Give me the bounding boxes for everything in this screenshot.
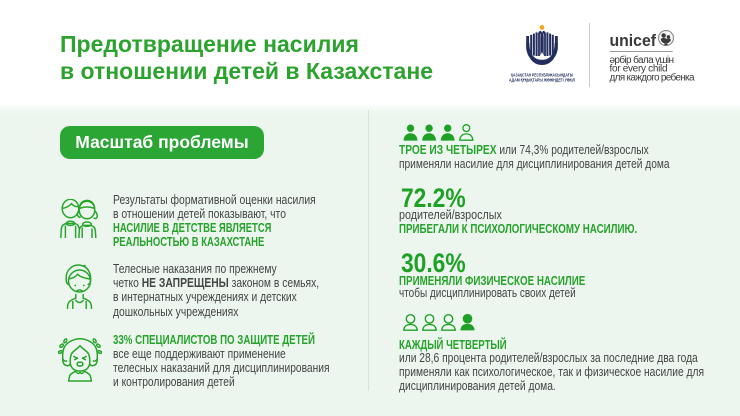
svg-text:unicef: unicef — [610, 31, 657, 50]
svg-text:для каждого ребенка: для каждого ребенка — [610, 71, 695, 83]
svg-text:ҚАЗАҚСТАН РЕСПУБЛИКАСЫНДАҒЫ: ҚАЗАҚСТАН РЕСПУБЛИКАСЫНДАҒЫ — [511, 73, 573, 78]
svg-text:for every child: for every child — [610, 64, 668, 75]
svg-text:АДАМ ҚҰҚЫҚТАРЫ ЖӨНІНДЕГІ УӘКІЛ: АДАМ ҚҰҚЫҚТАРЫ ЖӨНІНДЕГІ УӘКІЛ — [509, 77, 575, 82]
svg-text:әрбір бала үшін: әрбір бала үшін — [610, 54, 675, 66]
